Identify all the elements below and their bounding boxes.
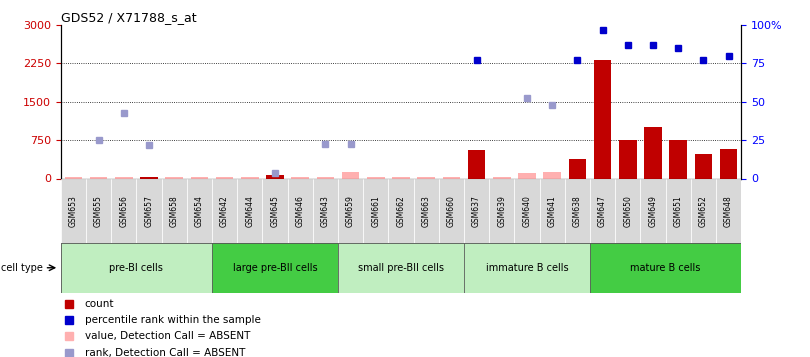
Bar (514, 178, 539, 243)
Text: rank, Detection Call = ABSENT: rank, Detection Call = ABSENT (84, 347, 245, 357)
Bar (65, 177, 82, 178)
Text: small pre-BII cells: small pre-BII cells (358, 263, 444, 273)
Bar (338, 243, 464, 293)
Bar (313, 178, 338, 243)
Bar (392, 177, 410, 178)
Bar (439, 178, 464, 243)
Text: GSM654: GSM654 (195, 195, 204, 227)
Bar (544, 172, 561, 178)
Bar (190, 177, 208, 178)
Bar (111, 178, 136, 243)
Bar (241, 177, 258, 178)
Text: mature B cells: mature B cells (630, 263, 701, 273)
Text: GSM659: GSM659 (346, 195, 355, 227)
Bar (215, 177, 233, 178)
Bar (115, 177, 133, 178)
Bar (292, 177, 309, 178)
Bar (539, 178, 565, 243)
Bar (367, 177, 385, 178)
Bar (464, 243, 590, 293)
Bar (694, 154, 712, 178)
Bar (594, 60, 612, 178)
Bar (338, 178, 363, 243)
Text: count: count (84, 299, 114, 309)
Bar (61, 243, 212, 293)
Text: GSM641: GSM641 (548, 195, 556, 226)
Bar (644, 127, 662, 178)
Bar (288, 178, 313, 243)
Bar (569, 159, 586, 178)
Bar (161, 178, 187, 243)
Bar (90, 177, 108, 178)
Bar (388, 178, 414, 243)
Bar (464, 178, 489, 243)
Text: GSM656: GSM656 (119, 195, 128, 227)
Text: GSM652: GSM652 (699, 195, 708, 226)
Bar (489, 178, 514, 243)
Bar (691, 178, 716, 243)
Bar (619, 140, 637, 178)
Text: GSM660: GSM660 (447, 195, 456, 227)
Text: GSM647: GSM647 (598, 195, 607, 227)
Text: pre-BI cells: pre-BI cells (109, 263, 164, 273)
Bar (266, 175, 284, 178)
Bar (187, 178, 212, 243)
Text: GSM663: GSM663 (422, 195, 431, 227)
Text: GSM655: GSM655 (94, 195, 103, 227)
Text: GSM650: GSM650 (623, 195, 633, 227)
Text: GSM643: GSM643 (321, 195, 330, 227)
Bar (565, 178, 590, 243)
Bar (442, 177, 460, 178)
Bar (140, 177, 158, 178)
Bar (669, 140, 687, 178)
Text: GDS52 / X71788_s_at: GDS52 / X71788_s_at (61, 11, 196, 24)
Bar (590, 178, 615, 243)
Text: GSM639: GSM639 (497, 195, 506, 227)
Bar (212, 178, 237, 243)
Bar (666, 178, 691, 243)
Text: GSM661: GSM661 (371, 195, 380, 226)
Bar (237, 178, 262, 243)
Text: GSM649: GSM649 (649, 195, 658, 227)
Text: large pre-BII cells: large pre-BII cells (232, 263, 318, 273)
Bar (615, 178, 641, 243)
Bar (363, 178, 388, 243)
Bar (417, 177, 435, 178)
Text: GSM651: GSM651 (674, 195, 683, 226)
Text: GSM644: GSM644 (245, 195, 254, 227)
Text: immature B cells: immature B cells (486, 263, 569, 273)
Text: GSM638: GSM638 (573, 195, 582, 226)
Text: GSM657: GSM657 (144, 195, 153, 227)
Text: GSM645: GSM645 (271, 195, 279, 227)
Bar (590, 243, 741, 293)
Bar (467, 150, 485, 178)
Text: GSM640: GSM640 (522, 195, 531, 227)
Text: percentile rank within the sample: percentile rank within the sample (84, 315, 261, 325)
Bar (414, 178, 439, 243)
Text: GSM642: GSM642 (220, 195, 229, 226)
Text: GSM646: GSM646 (296, 195, 305, 227)
Bar (317, 177, 335, 178)
Text: GSM637: GSM637 (472, 195, 481, 227)
Text: value, Detection Call = ABSENT: value, Detection Call = ABSENT (84, 331, 250, 341)
Bar (165, 177, 183, 178)
Bar (342, 172, 360, 178)
Bar (518, 174, 535, 178)
Bar (61, 178, 86, 243)
Text: GSM648: GSM648 (724, 195, 733, 226)
Bar (136, 178, 161, 243)
Bar (262, 178, 288, 243)
Text: GSM653: GSM653 (69, 195, 78, 227)
Text: cell type: cell type (1, 263, 43, 273)
Bar (720, 149, 737, 178)
Bar (86, 178, 111, 243)
Bar (716, 178, 741, 243)
Bar (212, 243, 338, 293)
Bar (641, 178, 666, 243)
Text: GSM658: GSM658 (169, 195, 179, 226)
Bar (493, 177, 510, 178)
Text: GSM662: GSM662 (396, 195, 406, 226)
